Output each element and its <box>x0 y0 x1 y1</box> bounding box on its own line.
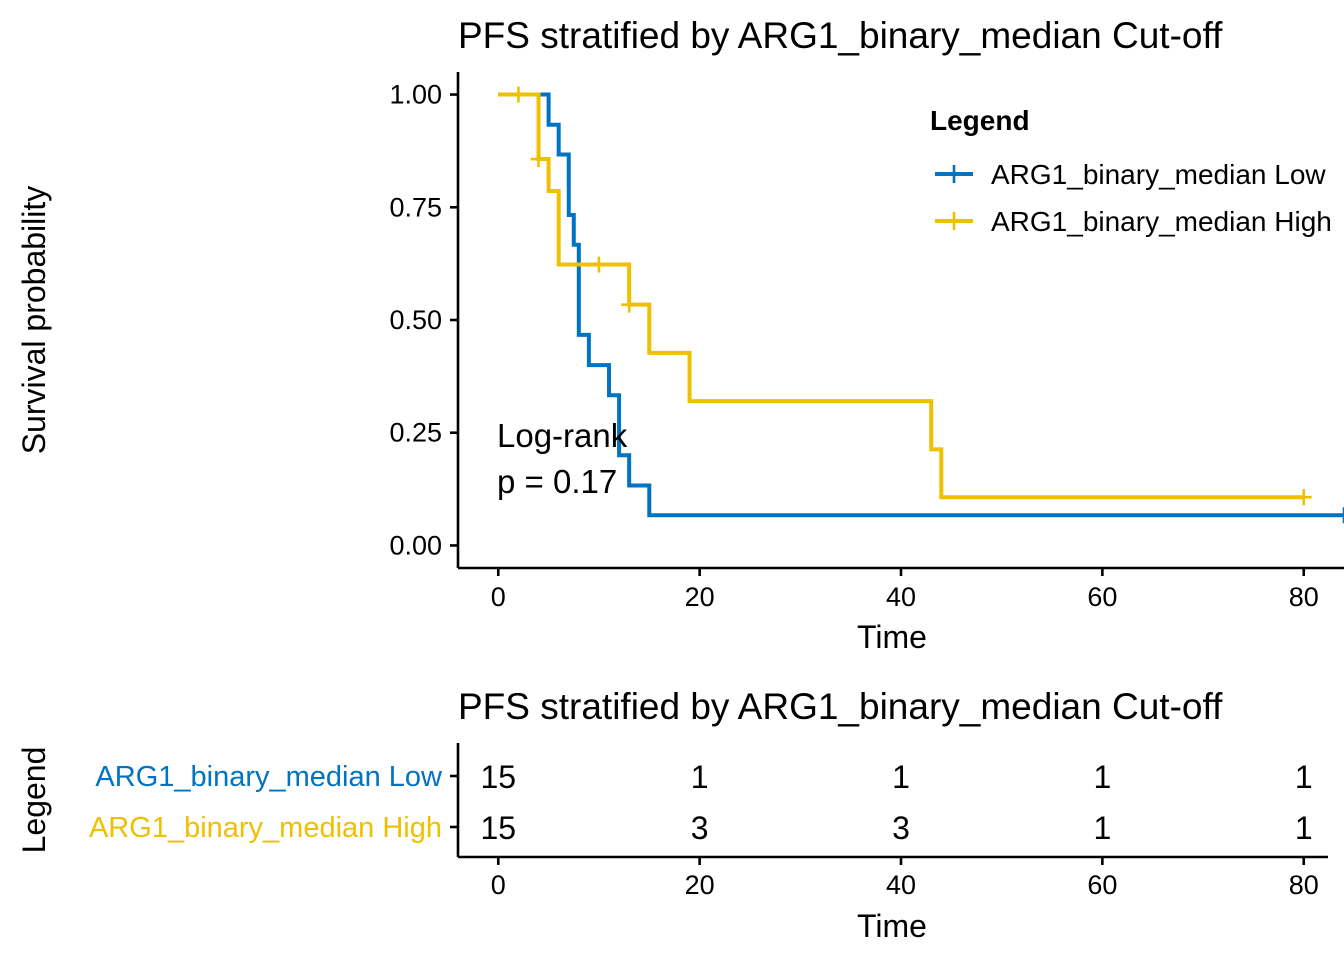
risk-table-x-tick-label: 60 <box>1087 870 1117 900</box>
risk-table-row-label: ARG1_binary_median Low <box>95 761 443 793</box>
x-ticks: 0 20 40 60 80 <box>491 568 1319 612</box>
y-tick-label: 0.25 <box>389 418 442 448</box>
risk-table-rows: ARG1_binary_median Low 15 1 1 1 1ARG1_binary_… <box>89 759 1313 846</box>
risk-table-cell: 15 <box>480 759 516 795</box>
log-rank-annotation: Log-rank <box>497 417 628 454</box>
risk-table-cell: 1 <box>1295 759 1313 795</box>
x-axis-label: Time <box>857 619 927 655</box>
risk-table-x-label: Time <box>857 908 927 944</box>
risk-table-row-label: ARG1_binary_median High <box>89 812 442 844</box>
survival-plot: PFS stratified by ARG1_binary_median Cut… <box>16 15 1344 655</box>
risk-table-x-tick-label: 0 <box>491 870 506 900</box>
x-tick-label: 0 <box>491 582 506 612</box>
y-tick-label: 0.50 <box>389 305 442 335</box>
censor-mark <box>621 296 638 313</box>
censor-mark <box>1336 507 1344 524</box>
y-tick-label: 1.00 <box>389 80 442 110</box>
risk-table-cell: 1 <box>1295 810 1313 846</box>
survival-curves <box>498 86 1344 524</box>
legend: Legend ARG1_binary_median LowARG1_binary… <box>930 105 1332 237</box>
legend-items: ARG1_binary_median Low ARG1_binary_median… <box>935 159 1332 237</box>
censor-mark <box>1295 489 1312 506</box>
risk-table-x-tick-label: 80 <box>1289 870 1319 900</box>
legend-item-label: ARG1_binary_median Low <box>991 159 1326 190</box>
risk-table-y-label: Legend <box>16 747 52 854</box>
risk-table-cell: 3 <box>691 810 709 846</box>
censor-mark <box>510 86 527 103</box>
risk-table-row-low: ARG1_binary_median Low 15 1 1 1 1 <box>95 759 1312 795</box>
survival-curve-high <box>498 92 1304 500</box>
p-value-annotation: p = 0.17 <box>497 463 617 500</box>
y-tick-label: 0.75 <box>389 192 442 222</box>
risk-table-x-ticks: 0 20 40 60 80 <box>491 857 1319 900</box>
legend-item-label: ARG1_binary_median High <box>991 206 1332 237</box>
risk-table-title: PFS stratified by ARG1_binary_median Cut… <box>458 686 1223 727</box>
risk-table-cell: 1 <box>1093 759 1111 795</box>
risk-table-cell: 3 <box>892 810 910 846</box>
risk-table-cell: 15 <box>480 810 516 846</box>
risk-table-row-high: ARG1_binary_median High 15 3 3 1 1 <box>89 810 1313 846</box>
legend-item-low: ARG1_binary_median Low <box>935 159 1326 190</box>
legend-item-high: ARG1_binary_median High <box>935 206 1332 237</box>
y-ticks: 0.00 0.25 0.50 0.75 1.00 <box>389 80 458 560</box>
censor-mark <box>590 256 607 273</box>
x-tick-label: 60 <box>1087 582 1117 612</box>
survival-curve-low <box>498 92 1344 518</box>
y-tick-label: 0.00 <box>389 530 442 560</box>
x-tick-label: 80 <box>1289 582 1319 612</box>
risk-table-x-tick-label: 20 <box>685 870 715 900</box>
risk-table-cell: 1 <box>1093 810 1111 846</box>
risk-table-cell: 1 <box>691 759 709 795</box>
risk-table: PFS stratified by ARG1_binary_median Cut… <box>16 686 1328 944</box>
risk-table-x-tick-label: 40 <box>886 870 916 900</box>
x-tick-label: 40 <box>886 582 916 612</box>
legend-title: Legend <box>930 105 1030 136</box>
risk-table-cell: 1 <box>892 759 910 795</box>
censor-mark <box>530 151 547 168</box>
x-tick-label: 20 <box>685 582 715 612</box>
survival-plot-title: PFS stratified by ARG1_binary_median Cut… <box>458 15 1223 56</box>
y-axis-label: Survival probability <box>16 186 52 455</box>
